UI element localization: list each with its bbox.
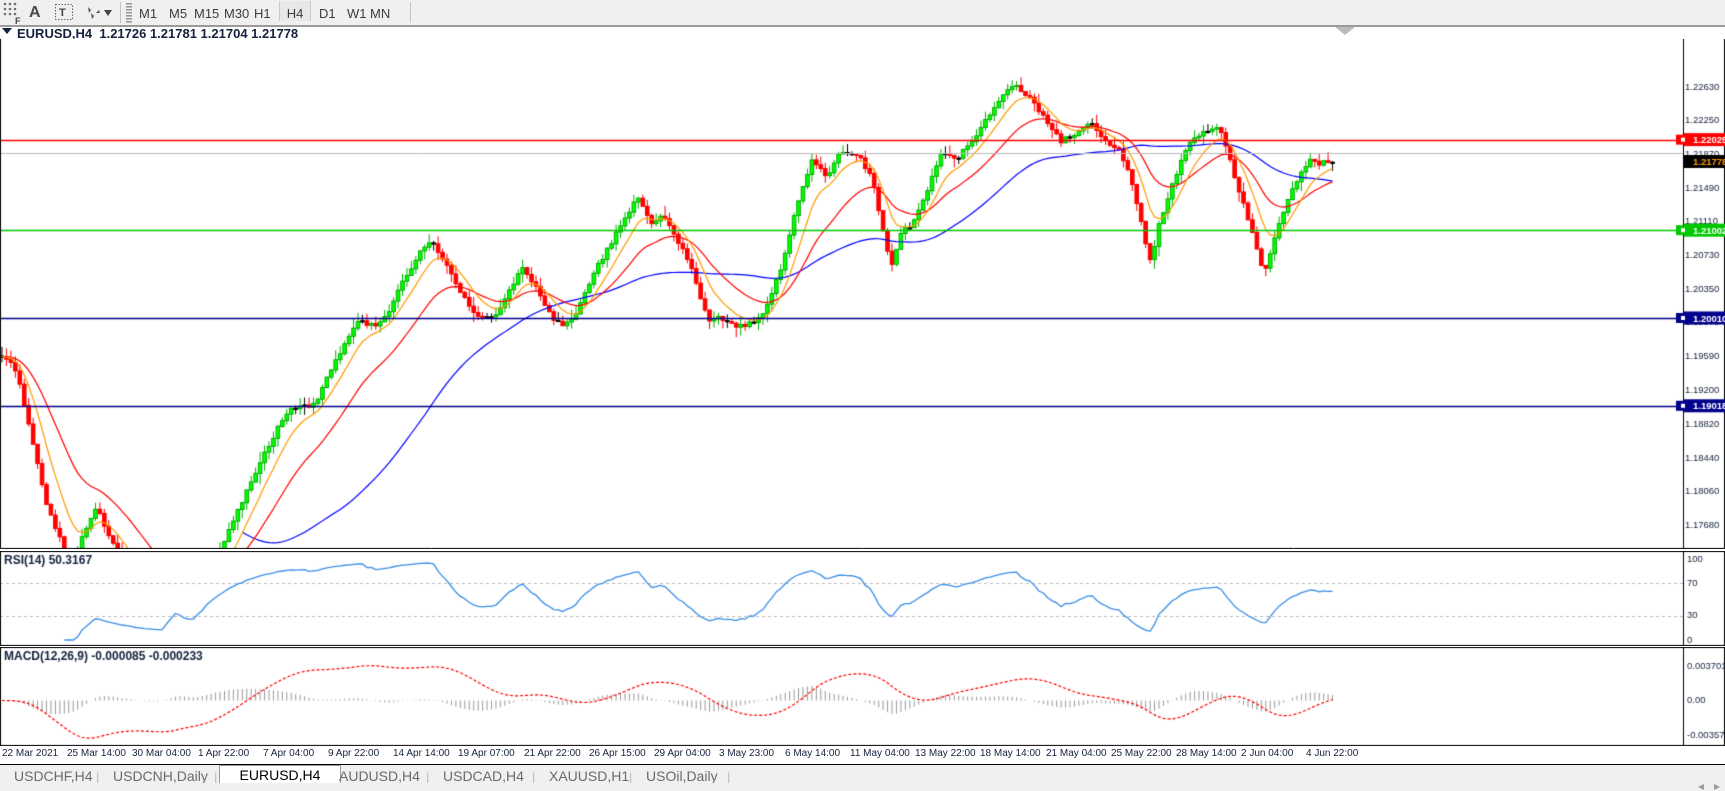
svg-text:T: T (59, 7, 66, 19)
svg-text:F: F (15, 16, 21, 25)
